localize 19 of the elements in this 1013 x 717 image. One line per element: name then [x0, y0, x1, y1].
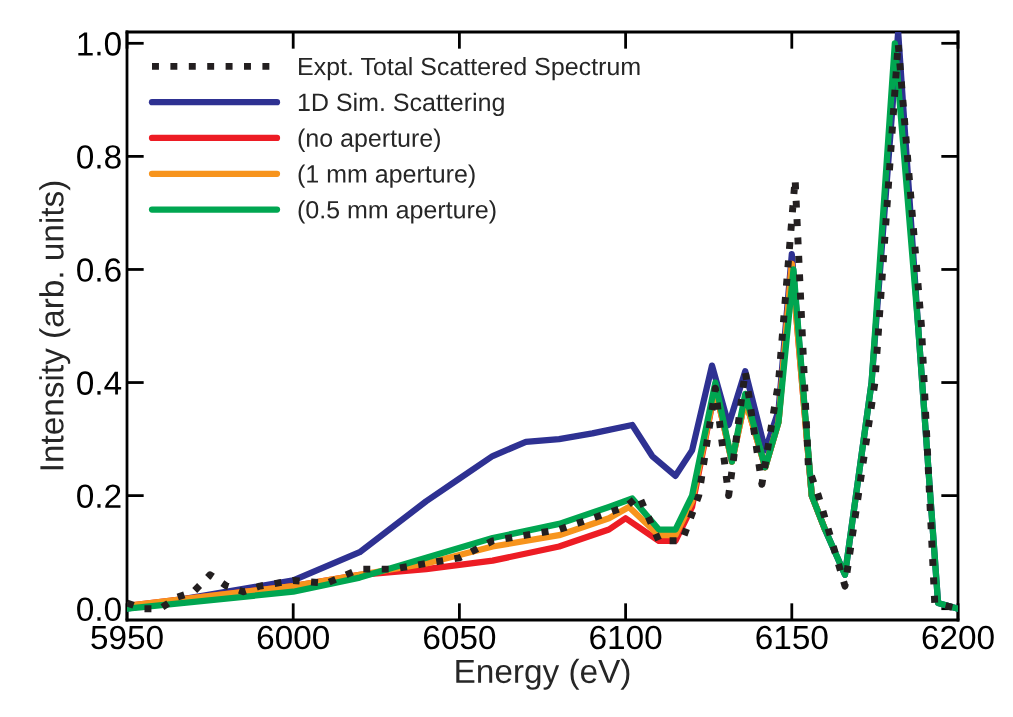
x-axis-title: Energy (eV) [456, 658, 630, 690]
x-tick-label: 6100 [590, 625, 662, 650]
legend-label: Expt. Total Scattered Spectrum [299, 57, 640, 81]
legend-label: (1 mm aperture) [298, 164, 475, 188]
x-tick-label: 6000 [257, 625, 329, 650]
y-tick-label: 0.4 [77, 371, 122, 395]
x-tick-label: 6150 [756, 625, 828, 650]
legend-label: (0.5 mm aperture) [298, 200, 496, 224]
y-tick-label: 0.6 [77, 258, 121, 282]
x-tick-label: 6050 [424, 625, 496, 650]
x-tick-label: 5950 [91, 625, 163, 650]
y-tick-label: 0.0 [77, 597, 121, 622]
legend-label: (no aperture) [298, 128, 440, 152]
y-tick-label: 1.0 [78, 32, 121, 56]
y-tick-label: 0.2 [77, 484, 121, 509]
x-tick-label: 6200 [922, 625, 994, 650]
y-axis-title: Intensity (arb. units) [39, 181, 71, 470]
legend-label: 1D Sim. Scattering [298, 92, 504, 117]
y-tick-label: 0.8 [77, 145, 121, 169]
